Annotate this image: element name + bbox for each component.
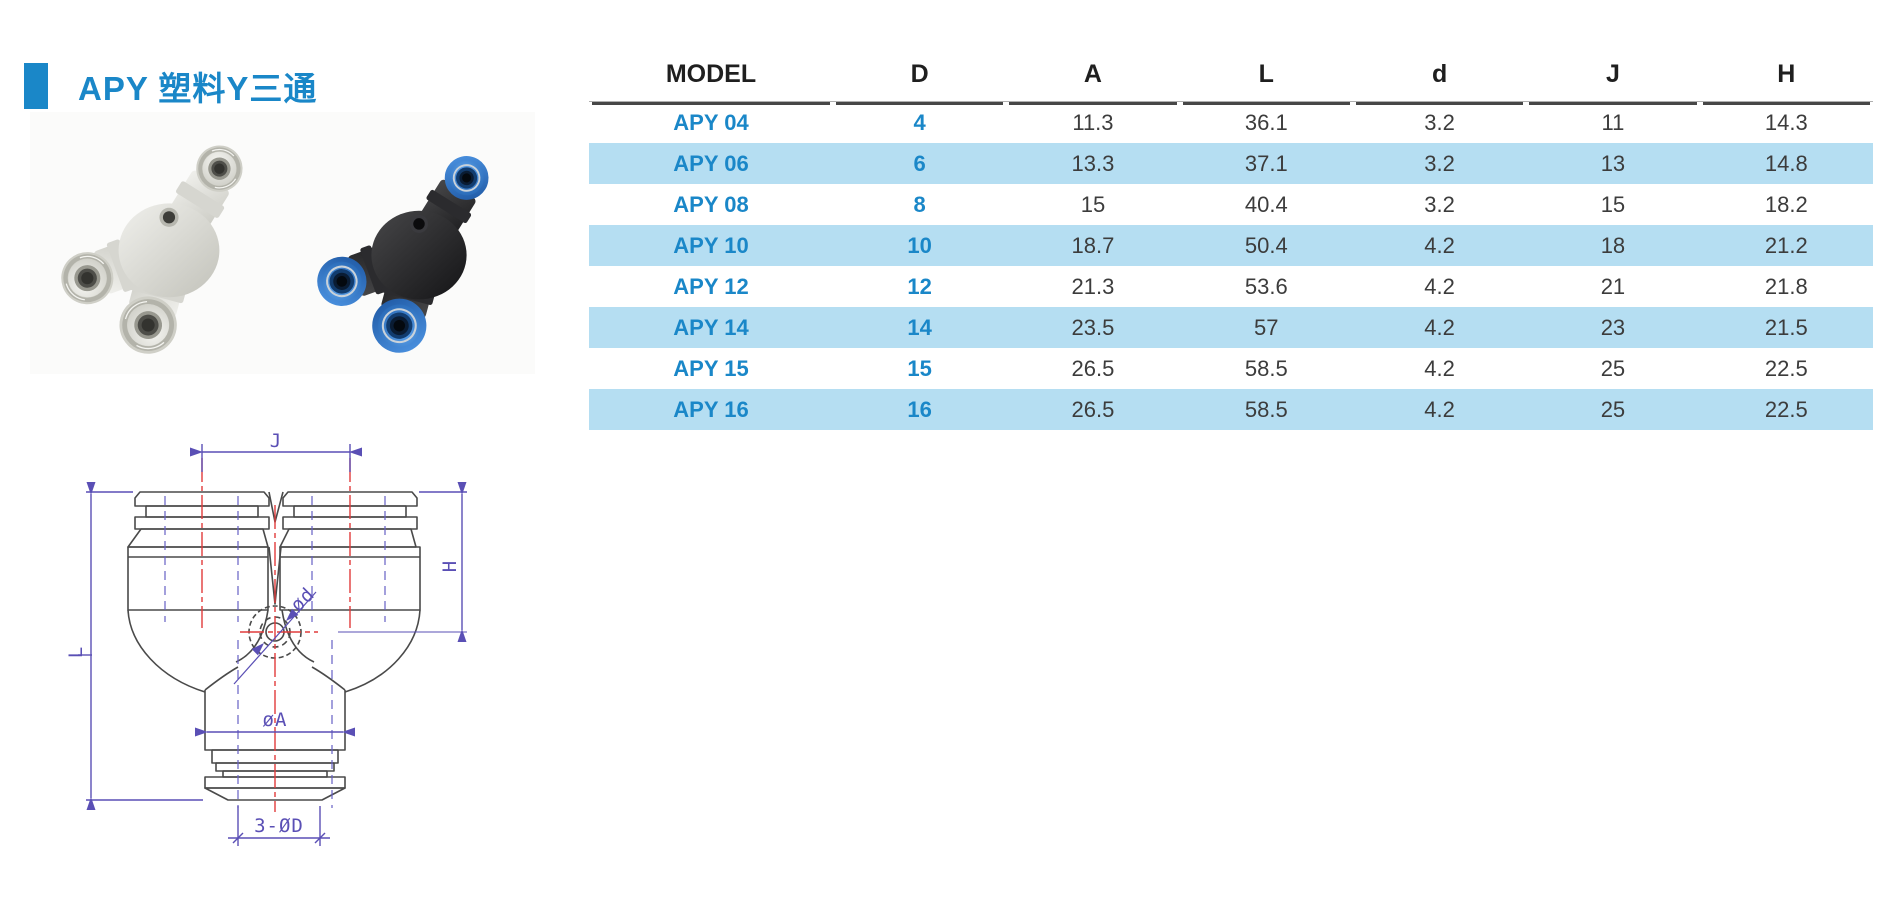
- value-cell: 15: [1600, 191, 1626, 217]
- value-cell: 21.5: [1699, 307, 1873, 348]
- value-cell: 58.5: [1179, 389, 1353, 430]
- product-photos: [30, 112, 535, 374]
- value-cell: 11: [1601, 109, 1625, 135]
- page-title: APY 塑料Y三通: [78, 70, 318, 107]
- model-cell: APY 12: [673, 273, 749, 299]
- value-cell: 22.5: [1764, 355, 1808, 381]
- value-cell: 57: [1179, 307, 1353, 348]
- value-cell: 4.2: [1424, 355, 1455, 381]
- table-row: APY 08 8 15 40.4 3.2 15 18.2: [589, 184, 1873, 225]
- column-header: L: [1179, 56, 1353, 102]
- value-cell: 23: [1526, 307, 1700, 348]
- table-row: APY 15 15 26.5 58.5 4.2 25 22.5: [589, 348, 1873, 389]
- value-cell: 21.3: [1071, 273, 1115, 299]
- column-header: J: [1526, 56, 1700, 102]
- value-cell: 14.8: [1699, 143, 1873, 184]
- value-cell: 13.3: [1006, 143, 1180, 184]
- value-cell: 15: [1080, 191, 1106, 217]
- value-cell: 3.2: [1424, 191, 1455, 217]
- technical-drawing: J L H øA 3-ØD ød: [65, 430, 467, 846]
- value-cell: 16: [832, 389, 1007, 430]
- value-cell: 36.1: [1244, 109, 1288, 135]
- value-cell: 21.8: [1764, 273, 1808, 299]
- value-cell: 37.1: [1179, 143, 1353, 184]
- table-row: APY 14 14 23.5 57 4.2 23 21.5: [589, 307, 1873, 348]
- column-header: H: [1699, 56, 1873, 102]
- column-header: d: [1352, 56, 1527, 102]
- value-cell: 25: [1526, 389, 1700, 430]
- value-cell: 21: [1600, 273, 1626, 299]
- value-cell: 4.2: [1352, 389, 1527, 430]
- value-cell: 4.2: [1352, 307, 1527, 348]
- value-cell: 21.2: [1699, 225, 1873, 266]
- centerlines-red: [201, 458, 351, 812]
- label-phi-A: øA: [263, 709, 288, 731]
- model-cell: APY 16: [589, 389, 833, 430]
- value-cell: 12: [907, 273, 932, 299]
- value-cell: 14: [832, 307, 1007, 348]
- table-row: APY 16 16 26.5 58.5 4.2 25 22.5: [589, 389, 1873, 430]
- model-cell: APY 08: [673, 191, 749, 217]
- value-cell: 13: [1526, 143, 1700, 184]
- value-cell: 14.3: [1764, 109, 1808, 135]
- value-cell: 40.4: [1244, 191, 1288, 217]
- product-photo-black-fitting: [317, 156, 489, 353]
- dimension-labels: J L H øA 3-ØD ød: [65, 430, 461, 837]
- column-header: MODEL: [589, 56, 833, 102]
- table-row: APY 06 6 13.3 37.1 3.2 13 14.8: [589, 143, 1873, 184]
- label-L: L: [65, 646, 87, 658]
- value-cell: 50.4: [1179, 225, 1353, 266]
- label-J: J: [270, 430, 282, 452]
- value-cell: 26.5: [1006, 389, 1180, 430]
- model-cell: APY 04: [673, 109, 749, 135]
- value-cell: 6: [832, 143, 1007, 184]
- column-header: A: [1006, 56, 1180, 102]
- value-cell: 11.3: [1072, 109, 1114, 135]
- black-body: [371, 210, 467, 300]
- model-cell: APY 14: [589, 307, 833, 348]
- value-cell: 4: [913, 109, 926, 135]
- label-H: H: [439, 560, 461, 572]
- product-photo-gray-fitting: [61, 145, 243, 354]
- label-3-phi-D: 3-ØD: [254, 815, 304, 837]
- value-cell: 26.5: [1071, 355, 1115, 381]
- value-cell: 4.2: [1352, 225, 1527, 266]
- value-cell: 23.5: [1006, 307, 1180, 348]
- section-header: APY 塑料Y三通: [24, 62, 317, 110]
- diameter-arrowheads: [251, 608, 299, 656]
- bore-lines-dashed: [164, 496, 386, 808]
- value-cell: 4.2: [1424, 273, 1455, 299]
- value-cell: 58.5: [1244, 355, 1288, 381]
- table-row: APY 04 4 11.3 36.1 3.2 11 14.3: [589, 102, 1873, 143]
- title-marker: [24, 63, 48, 109]
- value-cell: 8: [913, 191, 926, 217]
- model-cell: APY 10: [589, 225, 833, 266]
- value-cell: 15: [907, 355, 932, 381]
- model-cell: APY 15: [673, 355, 749, 381]
- model-cell: APY 06: [589, 143, 833, 184]
- value-cell: 3.2: [1424, 109, 1455, 135]
- value-cell: 25: [1600, 355, 1626, 381]
- value-cell: 18.2: [1764, 191, 1808, 217]
- value-cell: 18: [1526, 225, 1700, 266]
- column-header: D: [832, 56, 1007, 102]
- value-cell: 18.7: [1006, 225, 1180, 266]
- dimension-lines: [78, 444, 467, 846]
- gray-body: [118, 203, 220, 298]
- value-cell: 3.2: [1352, 143, 1527, 184]
- table-row: APY 10 10 18.7 50.4 4.2 18 21.2: [589, 225, 1873, 266]
- table-row: APY 12 12 21.3 53.6 4.2 21 21.8: [589, 266, 1873, 307]
- value-cell: 53.6: [1244, 273, 1288, 299]
- value-cell: 10: [832, 225, 1007, 266]
- fitting-outline: [127, 491, 421, 801]
- value-cell: 22.5: [1699, 389, 1873, 430]
